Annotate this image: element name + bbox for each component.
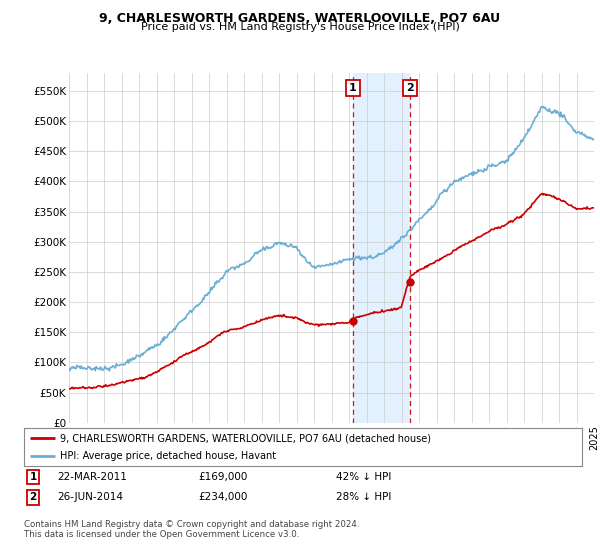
Text: Contains HM Land Registry data © Crown copyright and database right 2024.
This d: Contains HM Land Registry data © Crown c… bbox=[24, 520, 359, 539]
Text: 28% ↓ HPI: 28% ↓ HPI bbox=[336, 492, 391, 502]
Text: 26-JUN-2014: 26-JUN-2014 bbox=[57, 492, 123, 502]
Text: 42% ↓ HPI: 42% ↓ HPI bbox=[336, 472, 391, 482]
Bar bbox=[353, 73, 410, 423]
Text: 2: 2 bbox=[406, 83, 414, 94]
Text: 9, CHARLESWORTH GARDENS, WATERLOOVILLE, PO7 6AU (detached house): 9, CHARLESWORTH GARDENS, WATERLOOVILLE, … bbox=[60, 433, 431, 443]
Text: Price paid vs. HM Land Registry's House Price Index (HPI): Price paid vs. HM Land Registry's House … bbox=[140, 22, 460, 32]
Text: HPI: Average price, detached house, Havant: HPI: Average price, detached house, Hava… bbox=[60, 451, 277, 461]
Text: 1: 1 bbox=[29, 472, 37, 482]
Text: £234,000: £234,000 bbox=[198, 492, 247, 502]
Text: 22-MAR-2011: 22-MAR-2011 bbox=[57, 472, 127, 482]
Text: 1: 1 bbox=[349, 83, 357, 94]
Text: 2: 2 bbox=[29, 492, 37, 502]
Text: 9, CHARLESWORTH GARDENS, WATERLOOVILLE, PO7 6AU: 9, CHARLESWORTH GARDENS, WATERLOOVILLE, … bbox=[100, 12, 500, 25]
Text: £169,000: £169,000 bbox=[198, 472, 247, 482]
